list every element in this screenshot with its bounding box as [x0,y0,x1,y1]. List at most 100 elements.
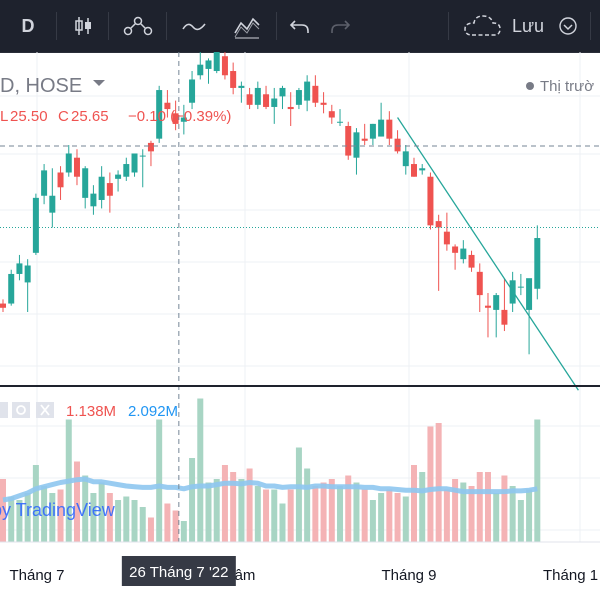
symbol-legend[interactable]: D, HOSE [0,75,105,97]
volume-bar [57,489,64,542]
candle-body [131,153,138,173]
candle [41,164,48,205]
cloud-icon[interactable] [460,0,504,52]
close-icon[interactable] [36,402,54,418]
candle-body [411,164,417,177]
candle [213,52,220,74]
candle [452,244,459,270]
candle [378,102,385,137]
volume-bar [427,426,434,542]
candle-body [295,90,302,105]
chart-area[interactable]: D, HOSE L 25.50 C 25.65 −0.10 (−0.39%) T… [0,52,600,600]
candle [57,166,64,200]
candle-body [501,309,508,325]
volume-bar [156,419,163,542]
undo-icon[interactable] [284,0,316,52]
volume-bar [180,521,187,542]
volume-bar [411,465,417,542]
ohlc-legend: L 25.50 C 25.65 −0.10 (−0.39%) [0,108,231,125]
candle-body [82,168,89,198]
candle [123,157,130,181]
candle-body [16,263,23,274]
candle-body [337,121,344,123]
time-label: Tháng 9 [381,567,436,584]
candle-body [156,90,163,139]
interval-button[interactable]: D [21,15,35,36]
settings-icon[interactable] [12,402,30,418]
symbol-name[interactable]: D, HOSE [0,75,82,97]
candle-body [213,52,220,72]
volume-bar [419,472,426,542]
volume-bar [263,489,270,542]
caret-down-icon[interactable] [93,80,105,86]
candle [312,75,319,107]
candle [172,100,179,131]
candle-body [452,246,459,253]
candle [73,149,80,186]
volume-ma-value: 2.092M [128,403,178,420]
candle-body [49,195,56,213]
candle-body [534,238,541,289]
candle-body [353,132,360,158]
toolbar-divider [56,12,57,40]
candle [287,92,294,126]
volume-bar [476,472,483,542]
candle-body [254,87,261,105]
candle [238,81,245,103]
line-tool-icon[interactable] [174,0,214,52]
candle [230,62,237,95]
candle [402,145,409,175]
volume-bar [279,503,286,542]
candle [156,85,163,143]
volume-bar [131,500,138,542]
candle-body [0,303,6,308]
candle [254,81,261,110]
volume-bar [73,461,80,542]
volume-bar [386,489,393,542]
candle-body [246,94,253,105]
candle [394,130,401,154]
market-status-text: Thị trườ [540,78,594,95]
candle [493,292,500,338]
candle [460,240,467,264]
volume-bar [394,493,401,542]
candle-body [402,151,409,167]
candle-body [443,231,450,245]
save-button[interactable]: Lưu [508,0,548,52]
candle-body [476,271,483,296]
chevron-down-icon[interactable] [556,0,580,52]
candle [411,157,417,177]
candle [16,254,23,281]
candle-body [263,94,270,107]
volume-bar [517,500,524,542]
volume-bar [304,468,311,542]
candle [304,75,311,112]
close-value: 25.65 [71,108,109,125]
candle-body [65,153,72,173]
candles-icon[interactable] [64,0,104,52]
volume-bar [90,493,97,542]
time-axis[interactable]: Tháng 7 âm Tháng 9 Tháng 1 26 Tháng 7 '2… [0,541,600,600]
volume-bar [82,475,89,542]
candle [49,168,56,228]
candle [139,149,146,188]
candle [345,121,352,160]
candle [271,87,278,124]
volume-bar [361,489,368,542]
candle-body [493,295,500,310]
candle [427,172,434,230]
volume-ma-line [2,476,538,503]
volume-bar [139,507,146,542]
change-value: −0.10 (−0.39%) [128,108,231,125]
indicators-icon[interactable] [116,0,160,52]
drawings-icon[interactable] [226,0,268,52]
candle [526,278,533,355]
volume-bar [534,419,541,542]
candle-body [230,71,237,88]
candle-body [328,111,335,118]
redo-icon[interactable] [324,0,356,52]
visibility-icon[interactable] [0,402,8,418]
candle [534,225,541,300]
volume-bar [337,486,344,542]
volume-bar [41,486,48,542]
